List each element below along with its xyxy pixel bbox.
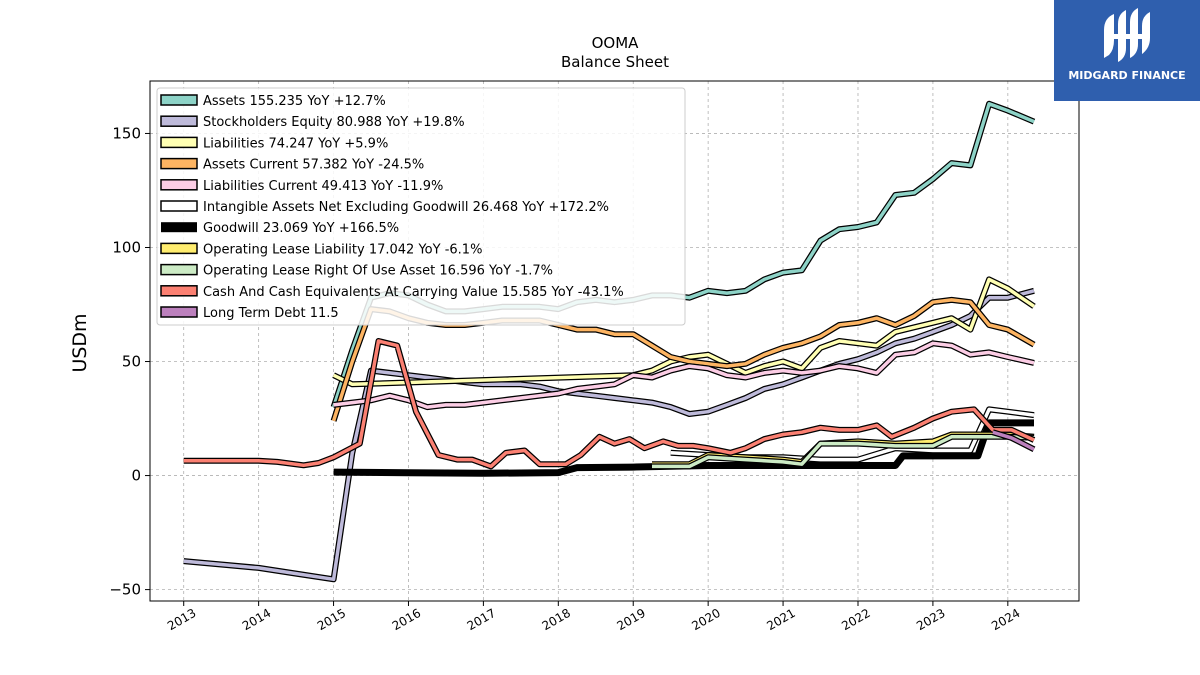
legend-entry: Operating Lease Liability 17.042 YoY -6.… <box>160 242 482 257</box>
series-4 <box>333 340 1035 411</box>
series-1 <box>183 287 1035 583</box>
legend-entry: Intangible Assets Net Excluding Goodwill… <box>160 200 609 215</box>
legend-swatch <box>160 94 198 106</box>
series-line <box>183 339 1035 469</box>
series-line <box>333 419 1034 477</box>
legend-label: Intangible Assets Net Excluding Goodwill… <box>203 200 609 215</box>
x-tick-label: 2014 <box>240 606 273 633</box>
y-tick-label: 100 <box>112 238 141 256</box>
series-line-outline <box>333 340 1035 411</box>
series-10 <box>991 429 1036 452</box>
x-tick-label: 2023 <box>914 606 947 633</box>
series-line <box>183 289 1035 582</box>
legend-label: Cash And Cash Equivalents At Carrying Va… <box>203 285 624 300</box>
legend-label: Liabilities Current 49.413 YoY -11.9% <box>203 179 443 194</box>
midgard-finance-logo: MIDGARD FINANCE <box>1054 0 1200 101</box>
legend-label: Assets 155.235 YoY +12.7% <box>203 94 386 109</box>
legend-swatch <box>160 136 198 149</box>
chart-title: OOMA <box>592 34 640 52</box>
legend-label: Liabilities 74.247 YoY +5.9% <box>203 136 388 151</box>
legend-swatch <box>160 263 198 276</box>
x-tick-label: 2016 <box>390 606 423 633</box>
legend-label: Operating Lease Liability 17.042 YoY -6.… <box>203 242 482 257</box>
series-line <box>332 277 1035 387</box>
x-tick-label: 2022 <box>839 606 872 633</box>
x-tick-label: 2020 <box>689 606 722 633</box>
x-tick-label: 2013 <box>165 606 198 633</box>
x-tick-label: 2021 <box>764 606 797 633</box>
legend-entry: Operating Lease Right Of Use Asset 16.59… <box>160 263 553 279</box>
legend-box <box>156 87 686 326</box>
legend-swatch <box>160 157 198 170</box>
legend-entry: Assets 155.235 YoY +12.7% <box>160 94 386 109</box>
legend: Assets 155.235 YoY +12.7% Stockholders Eq… <box>156 87 686 326</box>
legend-entry: Stockholders Equity 80.988 YoY +19.8% <box>160 115 465 130</box>
legend-swatch <box>161 222 197 233</box>
y-axis-label: USDm <box>69 313 91 372</box>
y-tick-label: 50 <box>122 353 141 371</box>
series-9 <box>183 338 1036 470</box>
y-tick-label: 150 <box>112 124 141 142</box>
legend-entry: Liabilities 74.247 YoY +5.9% <box>160 136 388 151</box>
legend-label: Stockholders Equity 80.988 YoY +19.8% <box>203 115 465 130</box>
legend-label: Goodwill 23.069 YoY +166.5% <box>203 221 399 236</box>
series-6 <box>333 419 1034 477</box>
y-tick-label: 0 <box>131 467 141 485</box>
x-tick-label: 2024 <box>989 606 1022 633</box>
series-line <box>652 435 1035 469</box>
legend-swatch <box>160 285 198 297</box>
x-tick-label: 2018 <box>540 606 573 633</box>
x-tick-label: 2017 <box>465 606 498 633</box>
legend-entry: Goodwill 23.069 YoY +166.5% <box>161 221 399 236</box>
legend-swatch <box>160 306 198 318</box>
series-line <box>333 341 1035 409</box>
legend-label: Long Term Debt 11.5 <box>203 306 339 321</box>
legend-swatch <box>160 242 198 255</box>
x-tick-label: 2019 <box>615 606 648 633</box>
series-2 <box>332 276 1036 388</box>
y-tick-label: −50 <box>109 581 141 599</box>
legend-entry: Cash And Cash Equivalents At Carrying Va… <box>160 285 624 300</box>
chart-subtitle: Balance Sheet <box>561 53 669 71</box>
plot-frame <box>149 80 1080 602</box>
x-tick-label: 2015 <box>315 606 348 633</box>
legend-entry: Long Term Debt 11.5 <box>160 306 339 321</box>
series-8 <box>652 433 1035 470</box>
legend-entry: Liabilities Current 49.413 YoY -11.9% <box>160 179 443 194</box>
logo-mark-icon <box>1104 8 1150 62</box>
legend-swatch <box>160 200 198 212</box>
legend-label: Operating Lease Right Of Use Asset 16.59… <box>203 264 553 279</box>
logo-text: MIDGARD FINANCE <box>1068 69 1186 82</box>
series-line <box>992 430 1035 451</box>
legend-entry: Assets Current 57.382 YoY -24.5% <box>160 157 424 173</box>
legend-swatch <box>160 115 198 127</box>
legend-label: Assets Current 57.382 YoY -24.5% <box>203 158 424 173</box>
legend-swatch <box>160 179 198 191</box>
